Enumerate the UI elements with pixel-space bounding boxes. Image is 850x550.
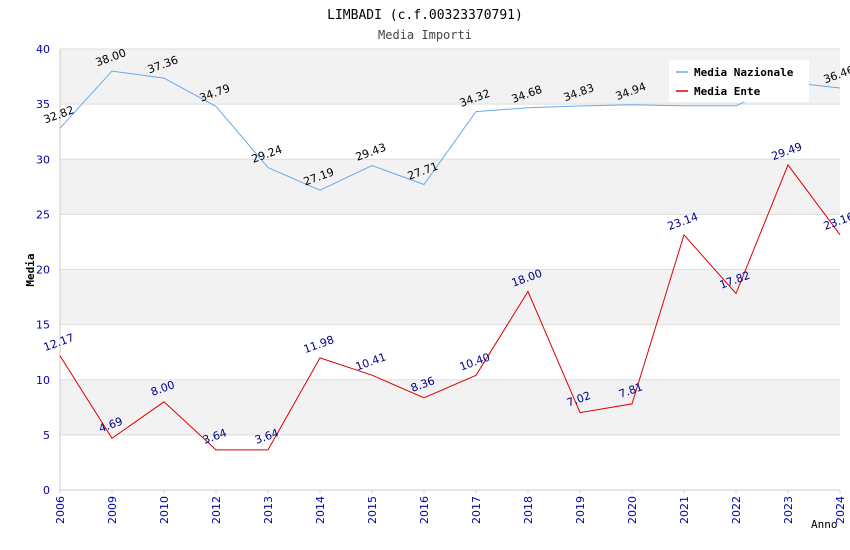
chart-title: LIMBADI (c.f.00323370791) bbox=[327, 8, 523, 23]
y-axis-label: Media bbox=[24, 253, 37, 286]
plot-band bbox=[60, 159, 840, 215]
legend-box bbox=[669, 60, 809, 102]
x-tick-label: 2009 bbox=[106, 496, 119, 524]
x-tick-label: 2019 bbox=[574, 496, 587, 524]
legend: Media Nazionale Media Ente bbox=[669, 60, 809, 102]
y-tick-label: 35 bbox=[36, 98, 50, 111]
y-tick-label: 40 bbox=[36, 43, 50, 56]
y-tick-label: 15 bbox=[36, 319, 50, 332]
legend-label-ente: Media Ente bbox=[694, 85, 761, 98]
x-tick-label: 2015 bbox=[366, 496, 379, 524]
legend-label-nazionale: Media Nazionale bbox=[694, 66, 794, 79]
y-tick-label: 10 bbox=[36, 374, 50, 387]
x-tick-label: 2020 bbox=[626, 496, 639, 524]
x-tick-label: 2012 bbox=[210, 496, 223, 524]
data-label: 10.40 bbox=[458, 351, 492, 374]
x-tick-label: 2021 bbox=[678, 496, 691, 524]
y-tick-label: 5 bbox=[43, 429, 50, 442]
data-label: 11.98 bbox=[302, 333, 336, 356]
y-tick-label: 20 bbox=[36, 264, 50, 277]
tick-labels: 0 5 10 15 20 25 30 35 40 2006 2009 2010 2012 2013 2014… bbox=[36, 43, 847, 524]
data-label: 10.41 bbox=[354, 350, 388, 373]
plot-background-bands bbox=[60, 49, 840, 435]
plot-band bbox=[60, 269, 840, 325]
x-tick-label: 2017 bbox=[470, 496, 483, 524]
x-tick-label: 2006 bbox=[54, 496, 67, 524]
x-tick-label: 2022 bbox=[730, 496, 743, 524]
x-tick-label: 2016 bbox=[418, 496, 431, 524]
y-tick-label: 25 bbox=[36, 208, 50, 221]
y-tick-label: 0 bbox=[43, 484, 50, 497]
x-tick-label: 2014 bbox=[314, 496, 327, 524]
plot-band bbox=[60, 379, 840, 435]
x-tick-label: 2013 bbox=[262, 496, 275, 524]
axes bbox=[59, 49, 841, 493]
x-tick-label: 2024 bbox=[834, 496, 847, 524]
x-tick-label: 2010 bbox=[158, 496, 171, 524]
x-tick-label: 2023 bbox=[782, 496, 795, 524]
series-line-nazionale bbox=[59, 70, 841, 191]
x-axis-label: Anno bbox=[811, 518, 838, 531]
chart-subtitle: Media Importi bbox=[378, 28, 472, 42]
y-tick-label: 30 bbox=[36, 153, 50, 166]
x-tick-label: 2018 bbox=[522, 496, 535, 524]
data-label: 12.17 bbox=[42, 331, 76, 354]
series-line-ente bbox=[59, 163, 841, 451]
series-lines bbox=[59, 70, 841, 451]
gridlines bbox=[60, 48, 840, 491]
